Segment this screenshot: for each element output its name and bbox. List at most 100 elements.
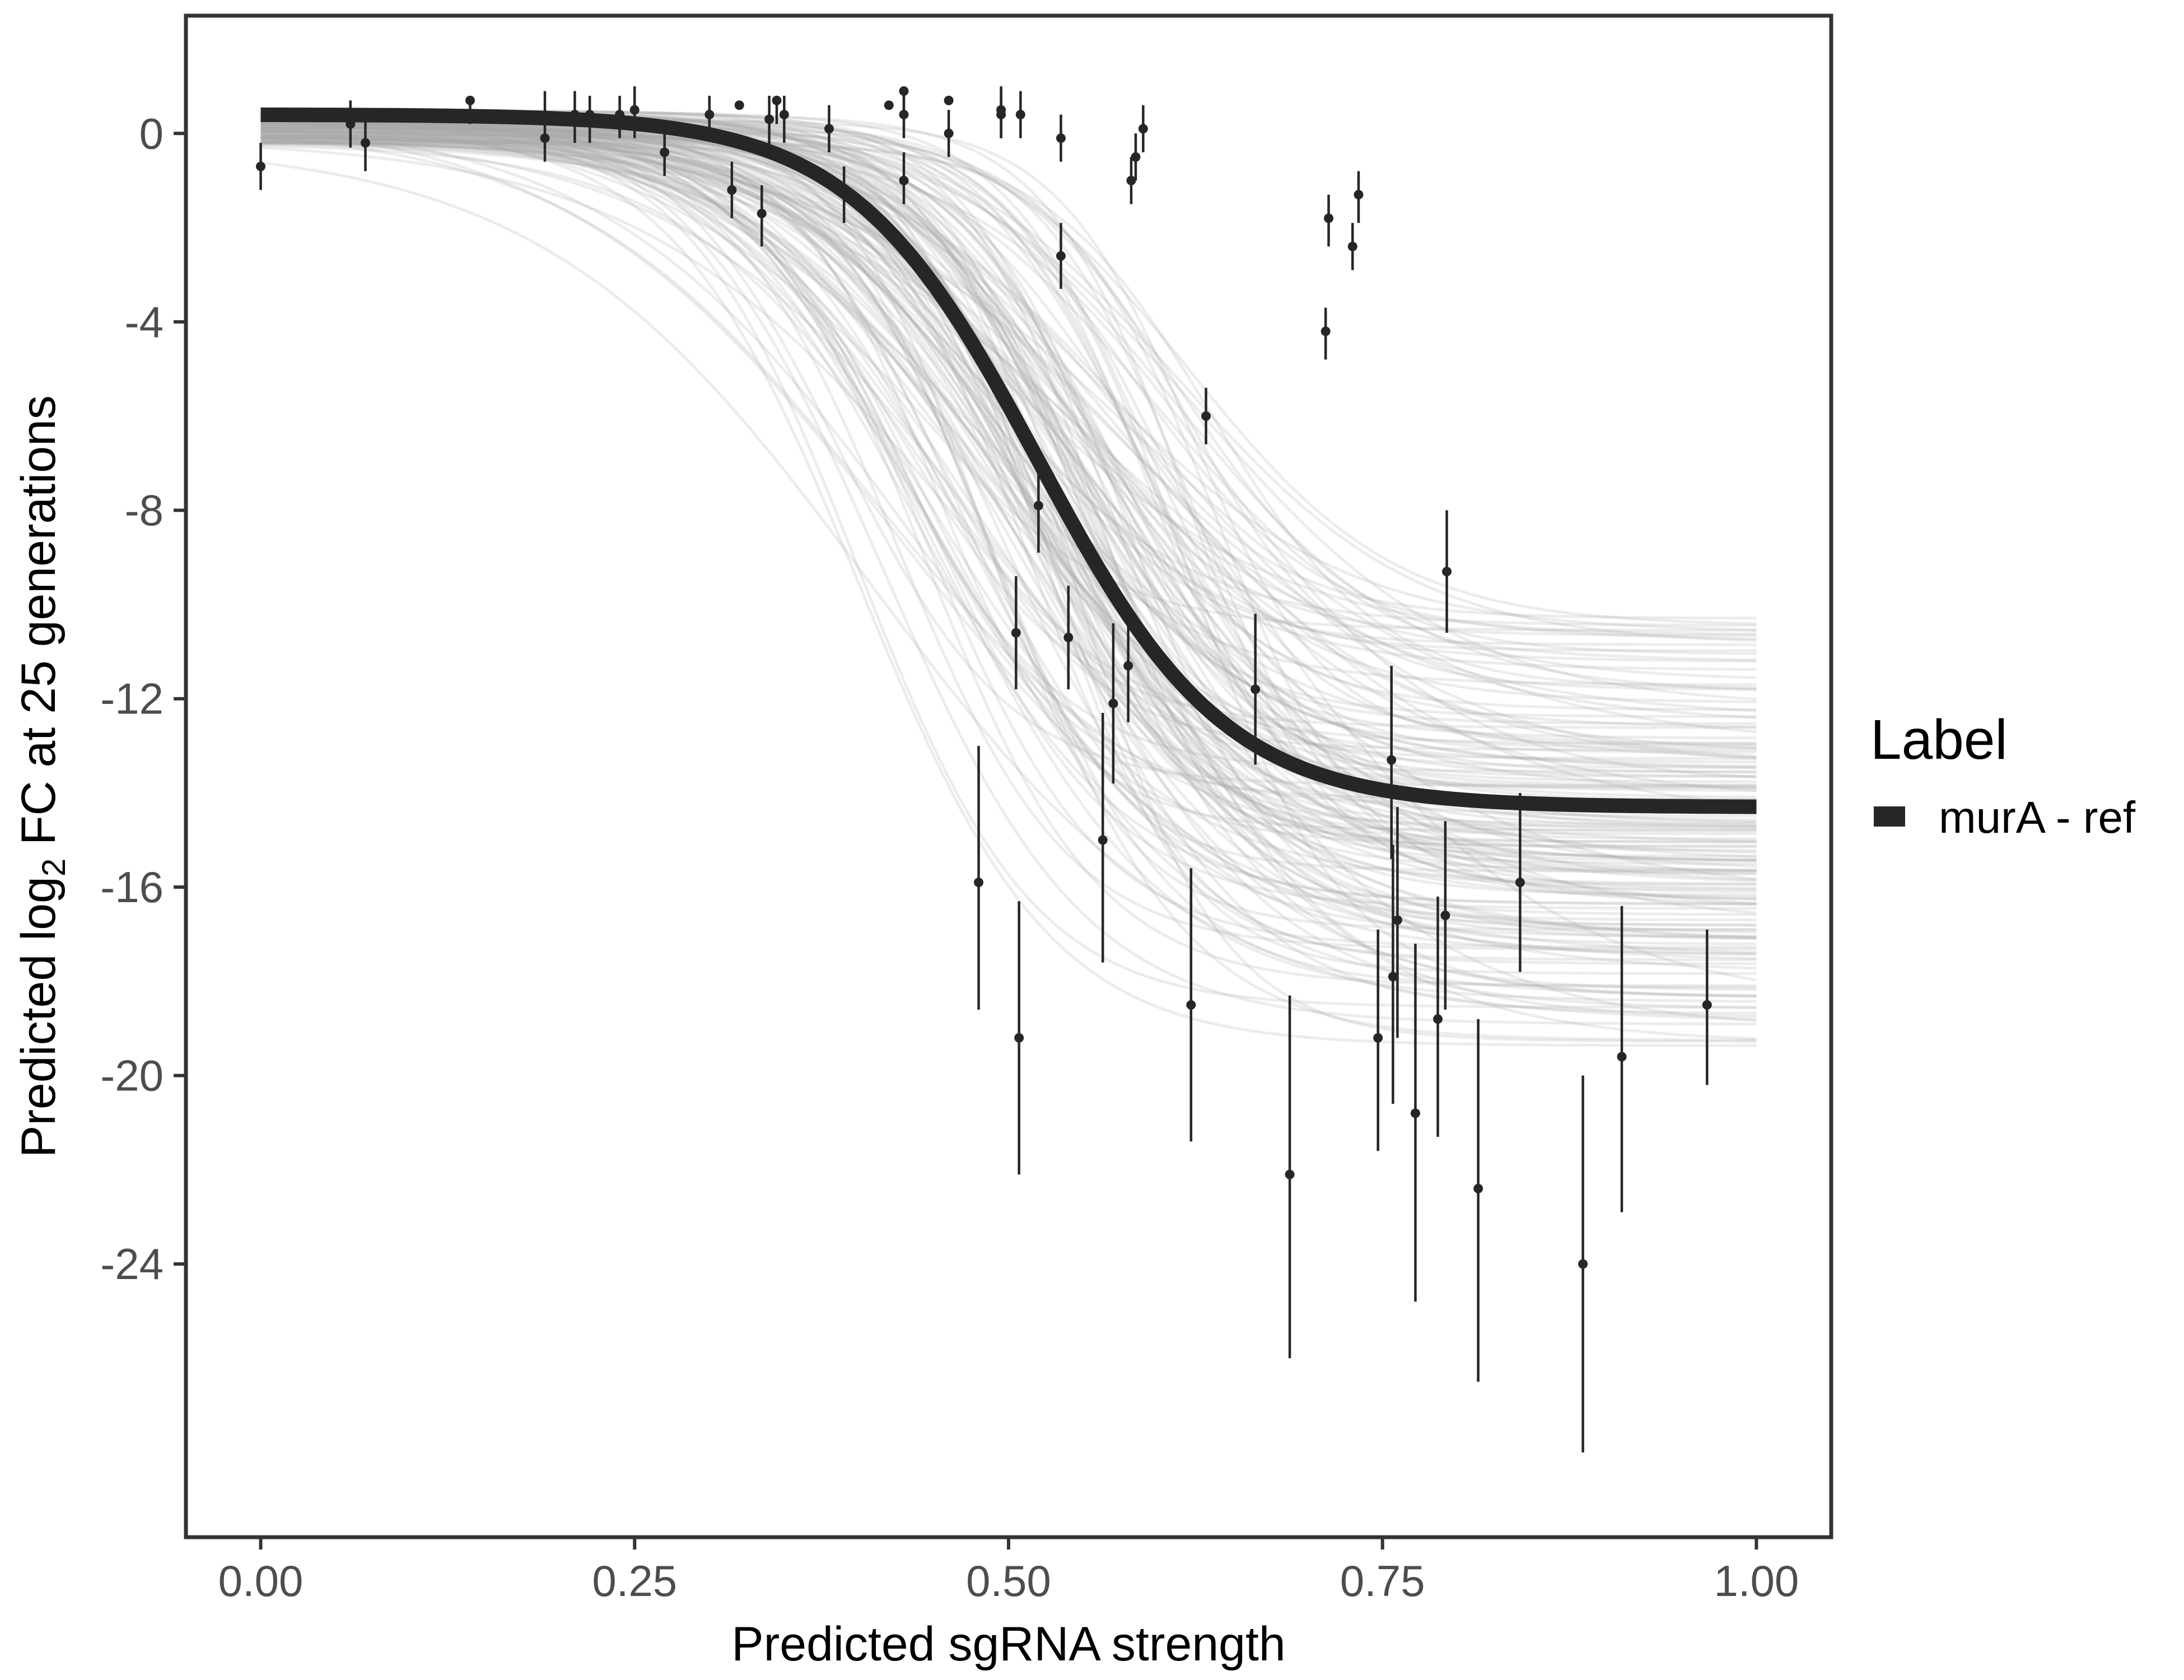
data-point bbox=[1442, 510, 1452, 633]
point-marker bbox=[361, 138, 371, 148]
point-marker bbox=[1011, 628, 1021, 638]
posterior-draw-line bbox=[260, 132, 1757, 885]
data-point bbox=[585, 96, 595, 143]
posterior-draw-line bbox=[260, 135, 1757, 880]
posterior-draw-line bbox=[260, 115, 1757, 905]
point-marker bbox=[899, 175, 909, 185]
posterior-draw-line bbox=[260, 123, 1757, 848]
data-point bbox=[1320, 307, 1331, 360]
point-marker bbox=[1354, 190, 1364, 200]
x-tick-label: 0.00 bbox=[218, 1556, 304, 1606]
point-marker bbox=[1285, 1169, 1295, 1179]
posterior-draw-line bbox=[260, 117, 1757, 883]
posterior-draw-line bbox=[260, 118, 1757, 787]
y-tick-label: -24 bbox=[100, 1239, 164, 1289]
x-tick-label: 1.00 bbox=[1714, 1556, 1799, 1606]
posterior-draw-line bbox=[260, 141, 1757, 783]
posterior-draw-line bbox=[260, 122, 1757, 1042]
point-marker bbox=[346, 119, 356, 129]
posterior-draw-line bbox=[260, 118, 1757, 758]
posterior-draw-line bbox=[260, 137, 1757, 729]
posterior-draw-line bbox=[260, 141, 1757, 872]
data-point bbox=[1473, 1019, 1483, 1382]
posterior-draw-line bbox=[260, 131, 1757, 989]
posterior-draw-line bbox=[260, 133, 1757, 725]
posterior-draw-line bbox=[260, 120, 1757, 1010]
posterior-draw-line bbox=[260, 138, 1757, 875]
posterior-draw-line bbox=[260, 126, 1757, 824]
y-axis-ticks: 0 -4 -8 -12 -16 -20 -24 bbox=[100, 109, 184, 1289]
point-marker bbox=[1515, 878, 1525, 888]
posterior-draw-line bbox=[260, 141, 1757, 873]
posterior-draw-line bbox=[260, 143, 1757, 712]
point-marker bbox=[629, 105, 640, 115]
point-marker bbox=[1108, 698, 1118, 708]
posterior-draw-line bbox=[260, 127, 1757, 843]
posterior-draw-line bbox=[260, 140, 1757, 1040]
point-marker bbox=[839, 190, 849, 200]
data-point bbox=[704, 96, 715, 138]
posterior-draw-line bbox=[260, 125, 1757, 938]
data-point bbox=[615, 96, 625, 138]
point-marker bbox=[1578, 1259, 1588, 1269]
point-marker bbox=[884, 100, 894, 110]
posterior-draw-line bbox=[260, 118, 1757, 729]
fit-curve-layer bbox=[260, 107, 1757, 814]
point-marker bbox=[944, 95, 954, 105]
point-marker bbox=[1473, 1184, 1483, 1194]
posterior-draw-line bbox=[260, 133, 1757, 620]
point-marker bbox=[1320, 326, 1331, 337]
posterior-draw-line bbox=[260, 141, 1757, 940]
point-marker bbox=[944, 128, 954, 138]
posterior-draw-line bbox=[260, 113, 1757, 1003]
posterior-draw-line bbox=[260, 134, 1757, 671]
data-point bbox=[1186, 868, 1196, 1142]
posterior-draw-line bbox=[260, 139, 1757, 745]
data-point bbox=[361, 119, 371, 171]
posterior-draw-line bbox=[260, 130, 1757, 799]
posterior-draw-line bbox=[260, 137, 1757, 940]
y-axis-title: Predicted log2 FC at 25 generations bbox=[12, 395, 72, 1158]
x-tick-label: 0.50 bbox=[966, 1556, 1051, 1606]
posterior-draw-line bbox=[260, 136, 1757, 1023]
posterior-draw-line bbox=[260, 116, 1757, 769]
y-tick-label: -16 bbox=[100, 862, 164, 912]
data-point bbox=[346, 100, 356, 148]
plot-panel-border bbox=[184, 13, 1833, 1539]
posterior-draw-line bbox=[260, 119, 1757, 632]
legend-key-mura-ref bbox=[1874, 806, 1905, 827]
point-marker bbox=[1138, 124, 1148, 134]
x-axis-ticks: 0.00 0.25 0.50 0.75 1.00 bbox=[218, 1539, 1799, 1606]
point-marker bbox=[540, 133, 550, 143]
data-point bbox=[1126, 157, 1136, 204]
point-marker bbox=[772, 95, 782, 105]
posterior-draw-line bbox=[260, 125, 1757, 750]
posterior-draw-line bbox=[260, 130, 1757, 711]
data-point bbox=[1392, 807, 1402, 1038]
data-point bbox=[1250, 614, 1261, 765]
data-point bbox=[660, 128, 670, 176]
posterior-draw-line bbox=[260, 127, 1757, 636]
posterior-draw-line bbox=[260, 120, 1757, 792]
point-marker bbox=[1702, 1000, 1712, 1010]
posterior-draw-line bbox=[260, 131, 1757, 792]
data-point bbox=[839, 166, 849, 223]
point-marker bbox=[764, 114, 774, 124]
data-point bbox=[1033, 458, 1043, 553]
posterior-draw-line bbox=[260, 124, 1757, 893]
point-marker bbox=[899, 110, 909, 120]
y-axis-title-subscript: 2 bbox=[36, 858, 72, 876]
point-marker bbox=[899, 86, 909, 96]
posterior-draw-line bbox=[260, 144, 1757, 997]
posterior-draw-line bbox=[260, 141, 1757, 998]
data-point bbox=[996, 91, 1006, 138]
posterior-draw-line bbox=[260, 126, 1757, 637]
data-point bbox=[1056, 223, 1066, 289]
point-marker bbox=[585, 110, 595, 120]
legend-label-mura-ref: murA - ref bbox=[1939, 792, 2136, 842]
data-point bbox=[772, 95, 782, 124]
point-marker bbox=[727, 185, 737, 195]
point-marker bbox=[1098, 835, 1108, 845]
data-point bbox=[734, 100, 744, 110]
